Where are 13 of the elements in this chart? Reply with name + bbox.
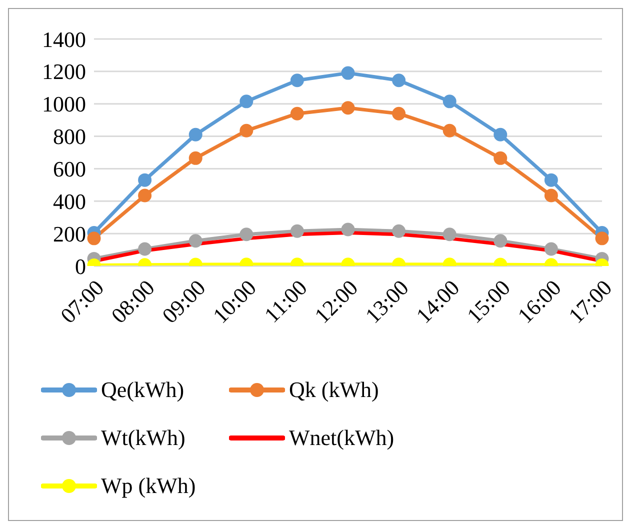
legend-label: Wp (kWh): [101, 473, 196, 499]
legend-label: Wnet(kWh): [289, 425, 394, 451]
y-tick-label: 400: [53, 188, 86, 214]
y-tick-label: 200: [53, 221, 86, 246]
legend-label: Qk (kWh): [289, 377, 379, 403]
legend-label: Qe(kWh): [101, 377, 184, 403]
y-tick-label: 800: [53, 124, 86, 150]
y-tick-label: 1200: [42, 59, 86, 84]
y-tick-label: 1000: [42, 92, 86, 117]
y-tick-label: 0: [75, 254, 86, 279]
y-tick-label: 1400: [42, 26, 86, 52]
legend-label: Wt(kWh): [101, 425, 186, 451]
y-tick-label: 600: [53, 156, 86, 182]
